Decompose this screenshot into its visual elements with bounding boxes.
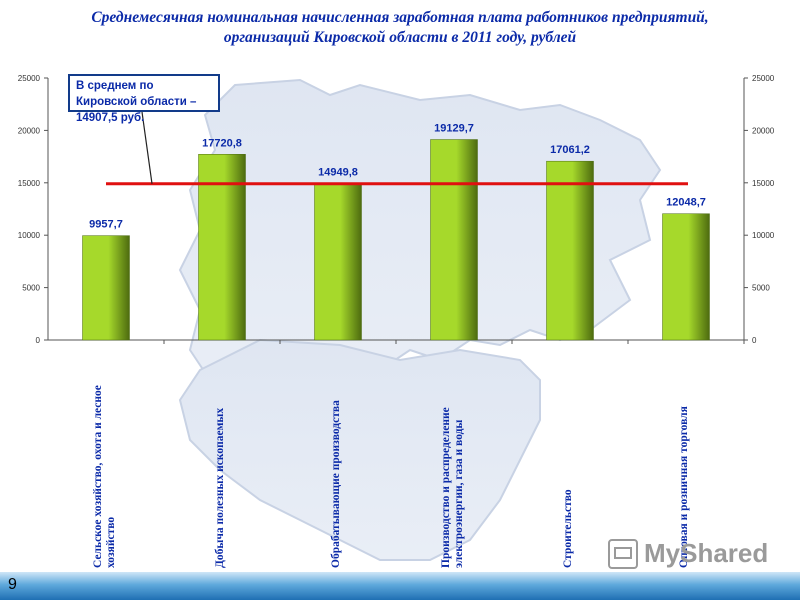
data-label: 9957,7 <box>89 219 123 231</box>
y-tick-label: 10000 <box>18 231 41 240</box>
y-tick-label-right: 10000 <box>752 231 775 240</box>
y-tick-label-right: 0 <box>752 336 757 345</box>
bar <box>82 235 130 341</box>
y-tick-label: 15000 <box>18 179 41 188</box>
y-tick-label-right: 5000 <box>752 284 770 293</box>
average-callout: В среднем по Кировской области – 14907,5… <box>68 74 220 124</box>
data-label: 12048,7 <box>666 197 706 209</box>
bar <box>430 139 478 341</box>
bar <box>198 154 246 341</box>
category-label: Строительство <box>561 489 574 568</box>
category-label: Сельское хозяйство, охота и лесное хозяй… <box>91 385 117 568</box>
watermark-text: MyShared <box>644 538 769 568</box>
presentation-icon <box>608 538 638 569</box>
data-label: 19129,7 <box>434 123 474 135</box>
y-tick-label-right: 15000 <box>752 179 775 188</box>
bar <box>546 160 594 341</box>
title-line-2: организаций Кировской области в 2011 год… <box>223 29 577 46</box>
y-tick-label: 20000 <box>18 126 41 135</box>
region-map-background <box>178 78 662 561</box>
chart-title: Среднемесячная номинальная начисленная з… <box>20 8 780 48</box>
title-line-1: Среднемесячная номинальная начисленная з… <box>91 9 709 26</box>
category-label: Оптовая и розничная торговля <box>677 406 690 568</box>
category-label: Обрабатывающие производства <box>329 400 342 568</box>
data-label: 17720,8 <box>202 137 242 149</box>
bar <box>662 213 710 341</box>
category-label: Производство и распределение электроэнер… <box>439 407 465 568</box>
y-tick-label-right: 20000 <box>752 126 775 135</box>
watermark: MyShared <box>608 538 768 569</box>
y-tick-label-right: 25000 <box>752 74 775 83</box>
callout-pointer <box>141 111 153 184</box>
slide-number: 9 <box>8 576 17 593</box>
category-label: Добыча полезных ископаемых <box>213 407 226 568</box>
bar <box>314 183 362 341</box>
y-tick-label: 5000 <box>22 284 40 293</box>
y-tick-label: 25000 <box>18 74 41 83</box>
data-label: 17061,2 <box>550 144 590 156</box>
data-label: 14949,8 <box>318 166 358 178</box>
y-tick-label: 0 <box>36 336 41 345</box>
bottom-decor-bar <box>0 572 800 600</box>
